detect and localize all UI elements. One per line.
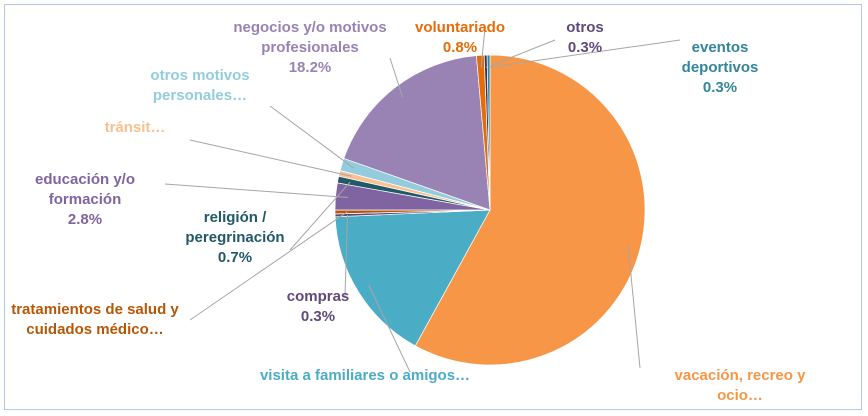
leader-line	[480, 27, 486, 68]
value-label: 2.8%	[67, 211, 103, 228]
category-name: voluntariado	[414, 19, 505, 36]
category-name: religión / peregrinación	[185, 209, 285, 246]
leader-line	[189, 211, 348, 321]
value-label: 0.3%	[702, 79, 738, 96]
pie-slice	[334, 209, 491, 347]
slice-label: compras 0.3%	[268, 287, 368, 327]
leader-line	[368, 285, 411, 373]
category-name: compras	[286, 288, 350, 305]
leader-line	[488, 39, 681, 68]
pie-slice	[414, 54, 646, 366]
leader-line	[189, 139, 352, 177]
slice-label: vacación, recreo y ocio…	[650, 366, 830, 406]
category-name: educación y/o formación	[34, 171, 136, 208]
leader-line	[164, 183, 348, 198]
chart-frame	[4, 4, 862, 410]
slice-label: tránsit…	[70, 118, 200, 138]
category-name: tránsit…	[104, 119, 166, 136]
slice-label: otros 0.3%	[555, 18, 615, 58]
slice-label: educación y/o formación 2.8%	[0, 170, 170, 230]
leader-line	[627, 245, 641, 369]
value-label: 0.3%	[300, 308, 336, 325]
pie-slice	[343, 55, 491, 211]
category-name: otros motivos personales…	[150, 67, 250, 104]
category-name: tratamientos de salud y cuidados médico…	[11, 301, 179, 338]
category-name: eventos deportivos	[681, 39, 759, 76]
value-label: 0.7%	[217, 249, 253, 266]
category-name: otros	[566, 19, 604, 36]
slice-label: otros motivos personales…	[120, 66, 280, 106]
category-name: negocios y/o motivos profesionales	[233, 19, 387, 56]
slice-label: negocios y/o motivos profesionales 18.2%	[195, 18, 425, 78]
leader-line	[289, 181, 351, 251]
leader-line	[389, 57, 404, 98]
leader-line	[344, 214, 348, 297]
slice-label: tratamientos de salud y cuidados médico…	[0, 300, 190, 340]
value-label: 18.2%	[288, 59, 332, 76]
slice-label: religión / peregrinación 0.7%	[160, 208, 310, 268]
value-label: 0.3%	[567, 39, 603, 56]
slice-label: voluntariado 0.8%	[395, 18, 525, 58]
slice-label: eventos deportivos 0.3%	[655, 38, 785, 98]
slice-label: visita a familiares o amigos…	[245, 366, 485, 386]
pie-slice	[486, 54, 491, 211]
category-name: visita a familiares o amigos…	[259, 367, 471, 384]
leader-line	[269, 105, 355, 169]
value-label: 0.8%	[442, 39, 478, 56]
leader-line	[485, 39, 556, 68]
category-name: vacación, recreo y ocio…	[674, 367, 806, 404]
